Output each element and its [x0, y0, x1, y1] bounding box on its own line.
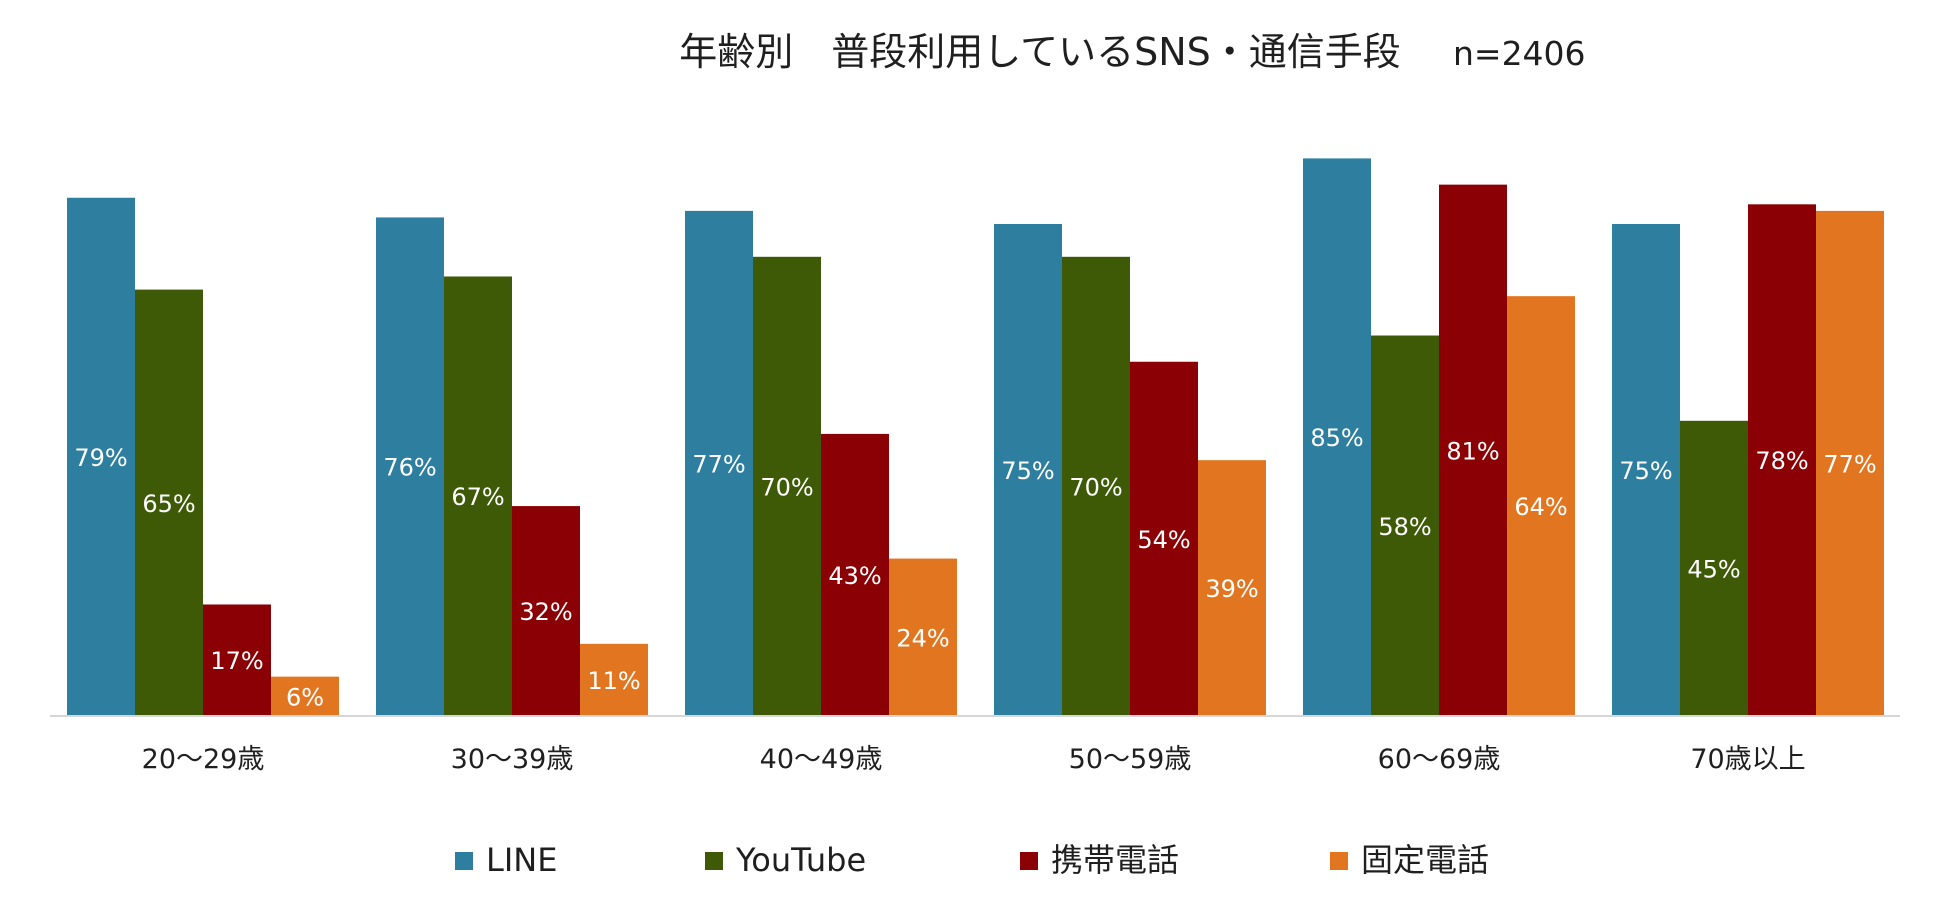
bar-value-label-1-1: 67% — [451, 483, 504, 511]
legend-label-2: 携帯電話 — [1051, 841, 1179, 879]
bar-value-label-1-2: 70% — [760, 473, 813, 501]
bar-1-2 — [753, 256, 821, 716]
bar-1-5 — [1680, 420, 1748, 716]
bar-value-label-1-3: 70% — [1069, 473, 1122, 501]
legend-swatch-0 — [455, 852, 473, 870]
bar-3-5 — [1816, 210, 1884, 716]
category-label-1: 30～39歳 — [451, 744, 574, 775]
bar-3-2 — [889, 558, 957, 716]
bar-value-label-1-5: 45% — [1687, 555, 1740, 583]
bar-2-1 — [512, 506, 580, 716]
bar-value-label-3-2: 24% — [896, 624, 949, 652]
chart-title: 年齢別 普段利用しているSNS・通信手段 — [679, 30, 1401, 74]
legend-item-0: LINE — [455, 841, 557, 879]
bar-1-1 — [444, 276, 512, 716]
bar-value-label-3-5: 77% — [1823, 450, 1876, 478]
bar-value-label-0-2: 77% — [692, 450, 745, 478]
legend-item-2: 携帯電話 — [1020, 841, 1179, 879]
value-labels-layer: 79% 65% 17% 6% 76% 67% 32% 11% 77% 70% 43% 24% 75% 70… — [74, 424, 1876, 711]
bar-value-label-2-4: 81% — [1446, 437, 1499, 465]
bar-3-4 — [1507, 296, 1575, 716]
bar-0-3 — [994, 224, 1062, 716]
bar-0-0 — [67, 197, 135, 716]
bar-2-2 — [821, 433, 889, 716]
bar-0-4 — [1303, 158, 1371, 716]
bar-value-label-3-4: 64% — [1514, 493, 1567, 521]
bar-value-label-0-3: 75% — [1001, 457, 1054, 485]
legend-label-1: YouTube — [735, 841, 866, 879]
category-label-4: 60～69歳 — [1378, 744, 1501, 775]
category-label-3: 50～59歳 — [1069, 744, 1192, 775]
bar-1-0 — [135, 289, 203, 716]
legend-swatch-3 — [1330, 852, 1348, 870]
bar-value-label-3-3: 39% — [1205, 575, 1258, 603]
legend: LINE YouTube 携帯電話 固定電話 — [455, 841, 1489, 879]
bar-value-label-2-5: 78% — [1755, 447, 1808, 475]
sample-size-label: n=2406 — [1453, 34, 1586, 73]
bar-2-4 — [1439, 184, 1507, 716]
bar-value-label-2-0: 17% — [210, 647, 263, 675]
bar-2-3 — [1130, 361, 1198, 716]
legend-swatch-1 — [705, 852, 723, 870]
bar-value-label-2-1: 32% — [519, 598, 572, 626]
category-label-2: 40～49歳 — [760, 744, 883, 775]
category-labels-layer: 20～29歳 30～39歳 40～49歳 50～59歳 60～69歳 70歳以上 — [142, 744, 1806, 775]
bars-layer — [67, 158, 1884, 716]
bar-1-3 — [1062, 256, 1130, 716]
legend-label-0: LINE — [486, 841, 557, 879]
legend-item-3: 固定電話 — [1330, 841, 1489, 879]
bar-3-1 — [580, 643, 648, 716]
legend-label-3: 固定電話 — [1361, 841, 1489, 879]
bar-0-1 — [376, 217, 444, 716]
bar-0-5 — [1612, 224, 1680, 716]
legend-swatch-2 — [1020, 852, 1038, 870]
bar-1-4 — [1371, 335, 1439, 716]
bar-value-label-0-0: 79% — [74, 444, 127, 472]
bar-value-label-3-1: 11% — [587, 667, 640, 695]
category-label-0: 20～29歳 — [142, 744, 265, 775]
legend-item-1: YouTube — [705, 841, 866, 879]
bar-2-0 — [203, 604, 271, 716]
bar-value-label-1-0: 65% — [142, 490, 195, 518]
bar-value-label-1-4: 58% — [1378, 513, 1431, 541]
bar-3-0 — [271, 676, 339, 716]
bar-value-label-0-4: 85% — [1310, 424, 1363, 452]
bar-2-5 — [1748, 204, 1816, 716]
bar-value-label-0-5: 75% — [1619, 457, 1672, 485]
category-label-5: 70歳以上 — [1690, 744, 1805, 775]
bar-3-3 — [1198, 460, 1266, 716]
bar-value-label-2-2: 43% — [828, 562, 881, 590]
bar-value-label-0-1: 76% — [383, 454, 436, 482]
bar-0-2 — [685, 210, 753, 716]
bar-value-label-3-0: 6% — [286, 683, 324, 711]
bar-value-label-2-3: 54% — [1137, 526, 1190, 554]
